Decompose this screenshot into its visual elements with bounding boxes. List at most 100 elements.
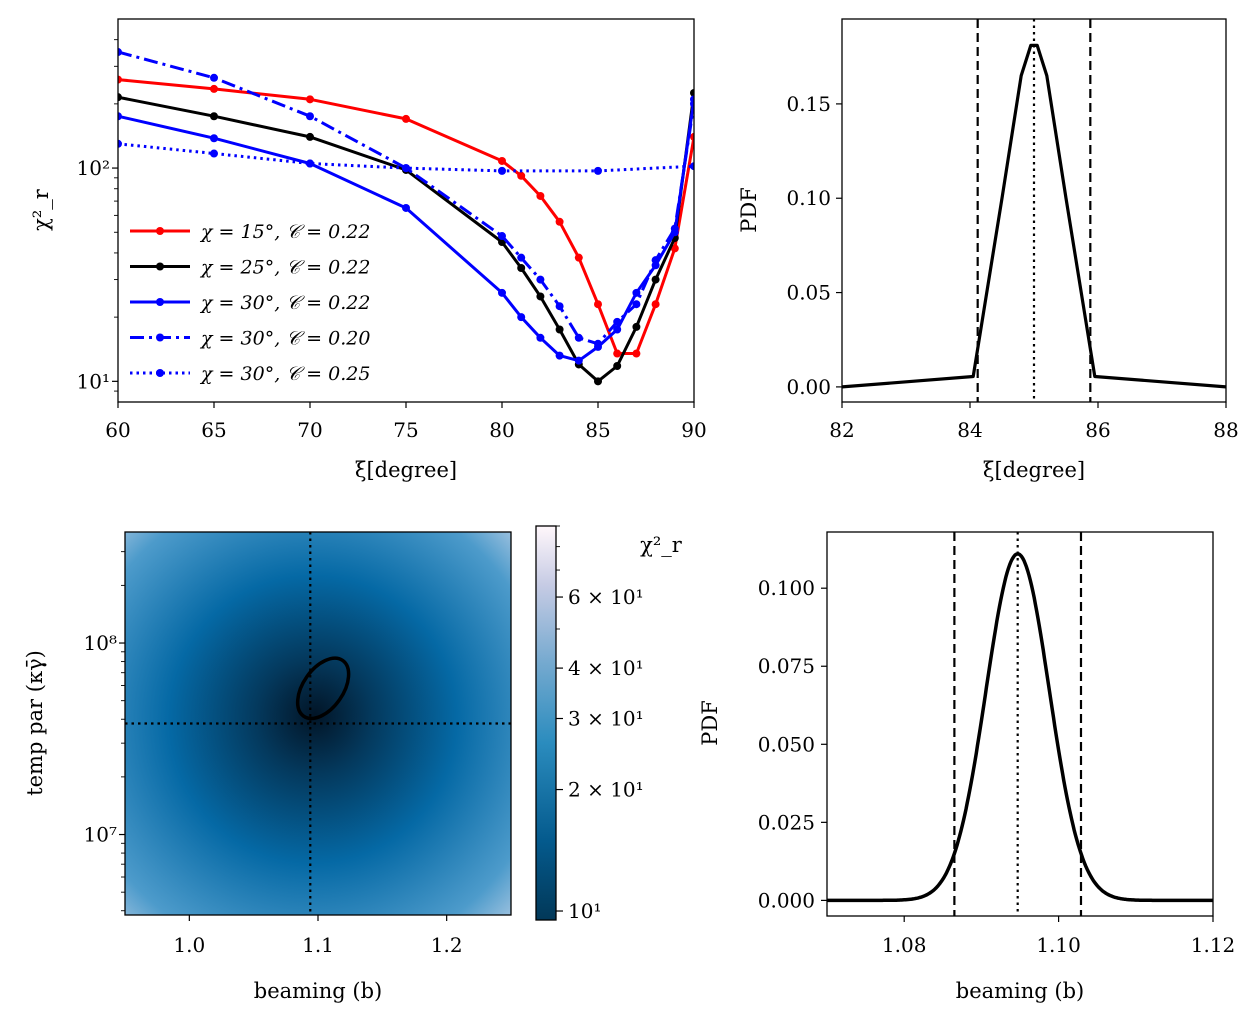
series-2-point (613, 362, 621, 370)
legend-marker-5 (156, 369, 164, 377)
series-4-point (671, 225, 679, 233)
legend-label-2: χ = 25°, 𝒞 = 0.22 (199, 257, 370, 279)
x-axis-label: beaming (b) (254, 979, 383, 1003)
series-3-point (536, 334, 544, 342)
series-4-point (575, 334, 583, 342)
colorbar-tick-label: 2 × 10¹ (568, 778, 644, 802)
x-tick-label: 65 (201, 418, 226, 442)
series-1-point (517, 172, 525, 180)
series-1-point (575, 254, 583, 262)
chi-squared-heatmap (125, 532, 511, 915)
series-2-point (556, 326, 564, 334)
x-tick-label: 60 (105, 418, 130, 442)
series-1-point (652, 300, 660, 308)
legend-marker-4 (156, 334, 164, 342)
series-4-point (556, 302, 564, 310)
colorbar-tick-label: 4 × 10¹ (568, 656, 644, 680)
series-4-point (536, 276, 544, 284)
series-4-point (652, 256, 660, 264)
y-tick-label: 0.000 (758, 888, 815, 912)
plot-frame (827, 532, 1213, 916)
x-tick-label: 70 (297, 418, 322, 442)
x-tick-label: 82 (829, 418, 854, 442)
colorbar (536, 526, 556, 920)
series-2-point (594, 377, 602, 385)
y-tick-label: 0.025 (758, 810, 815, 834)
y-tick-label: 0.075 (758, 654, 815, 678)
series-3-point (498, 289, 506, 297)
legend-marker-1 (156, 227, 164, 235)
y-tick-label: 0.15 (786, 92, 831, 116)
x-tick-label: 88 (1213, 418, 1238, 442)
x-tick-label: 1.08 (882, 933, 927, 957)
x-axis-label: ξ[degree] (355, 458, 457, 482)
series-2-point (517, 264, 525, 272)
beaming-temp-heatmap-panel: 1.0 1.1 1.2 10⁷ 10⁸ beaming (b) temp par (κ… (23, 526, 683, 1003)
y-axis-label: χ²_r (29, 188, 53, 231)
y-tick-label: 0.10 (786, 186, 831, 210)
y-tick-label: 10² (77, 156, 110, 180)
series-4-point (517, 254, 525, 262)
series-4-point (210, 74, 218, 82)
x-tick-label: 75 (393, 418, 418, 442)
x-axis-label: beaming (b) (956, 979, 1085, 1003)
y-tick-label: 0.100 (758, 576, 815, 600)
series-5-point (498, 167, 506, 175)
colorbar-tick-label: 3 × 10¹ (568, 707, 644, 731)
series-2-point (652, 276, 660, 284)
series-3-point (575, 357, 583, 365)
series-1-point (536, 192, 544, 200)
series-2-point (536, 292, 544, 300)
legend-marker-2 (156, 263, 164, 271)
series-5-point (402, 164, 410, 172)
x-tick-label: 1.2 (431, 933, 463, 957)
legend-label-1: χ = 15°, 𝒞 = 0.22 (199, 221, 370, 243)
series-2-point (306, 133, 314, 141)
series-4-point (632, 300, 640, 308)
beaming-pdf-panel: 1.08 1.10 1.12 0.000 0.025 0.050 0.075 0.100 b… (698, 532, 1235, 1003)
series-1-point (556, 218, 564, 226)
series-1-point (613, 350, 621, 358)
y-axis-label: PDF (737, 187, 761, 233)
series-2-point (632, 323, 640, 331)
series-1-point (498, 157, 506, 165)
y-axis-label: PDF (698, 700, 722, 746)
legend: χ = 15°, 𝒞 = 0.22 χ = 25°, 𝒞 = 0.22 χ = 30… (130, 221, 370, 385)
x-tick-label: 80 (489, 418, 514, 442)
series-4-point (613, 318, 621, 326)
legend-label-5: χ = 30°, 𝒞 = 0.25 (199, 363, 370, 385)
series-5-point (210, 150, 218, 158)
series-5-point (306, 160, 314, 168)
series-1-point (306, 95, 314, 103)
series-4-point (498, 232, 506, 240)
x-tick-label: 90 (681, 418, 706, 442)
y-tick-label: 10¹ (77, 369, 110, 393)
x-tick-label: 86 (1085, 418, 1110, 442)
colorbar-tick-label: 10¹ (568, 899, 601, 923)
pdf-curve (827, 554, 1213, 901)
figure: 60 65 70 75 80 85 90 10¹10² χ = 15°, 𝒞 = 0.22χ… (0, 0, 1260, 1028)
series-1-point (402, 115, 410, 123)
series-4-point (306, 112, 314, 120)
y-axis-label: temp par (κγ̄) (23, 650, 47, 796)
series-1-point (210, 85, 218, 93)
xi-pdf-panel: 82 84 86 88 0.00 0.05 0.10 0.15 ξ[degree] PDF (737, 19, 1239, 482)
y-tick-label: 10⁸ (84, 631, 117, 655)
y-tick-label: 0.00 (786, 375, 831, 399)
x-tick-label: 1.0 (173, 933, 205, 957)
x-tick-label: 1.12 (1191, 933, 1236, 957)
series-1-point (594, 300, 602, 308)
legend-label-3: χ = 30°, 𝒞 = 0.22 (199, 292, 370, 314)
series-3-point (517, 313, 525, 321)
series-1-point (632, 350, 640, 358)
x-axis-label: ξ[degree] (983, 458, 1085, 482)
y-tick-label: 10⁷ (84, 823, 117, 847)
legend-marker-3 (156, 298, 164, 306)
y-tick-label: 0.050 (758, 732, 815, 756)
x-tick-label: 84 (957, 418, 982, 442)
colorbar-tick-label: 6 × 10¹ (568, 585, 644, 609)
series-3-point (210, 134, 218, 142)
series-5-point (594, 167, 602, 175)
series-3-point (556, 352, 564, 360)
